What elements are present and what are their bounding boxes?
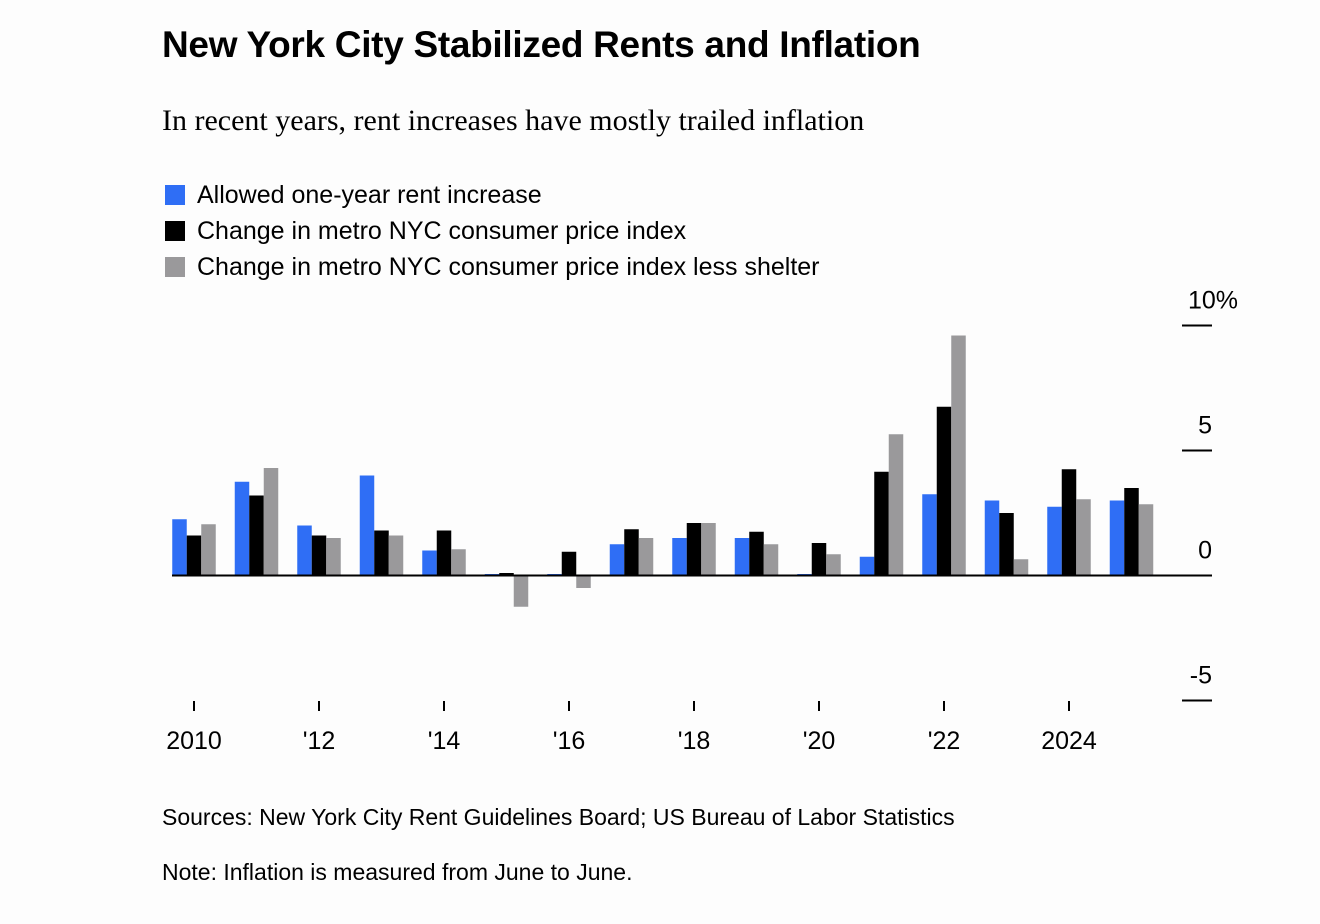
chart-subtitle: In recent years, rent increases have mos… <box>162 104 865 137</box>
legend: Allowed one-year rent increase Change in… <box>165 177 820 285</box>
sources-note: Sources: New York City Rent Guidelines B… <box>162 804 955 830</box>
x-tick-label: '20 <box>803 727 836 755</box>
bar-cpi-2017 <box>624 529 639 576</box>
x-tick-label: '14 <box>428 727 461 755</box>
bar-cpi-less-shelter-2021 <box>888 434 904 576</box>
y-tick-label: 5 <box>1198 412 1212 440</box>
bar-cpi-less-shelter-2018 <box>701 523 716 576</box>
bar-rent-2014 <box>422 550 437 576</box>
bar-cpi-less-shelter-2025 <box>1138 504 1154 576</box>
bar-cpi-less-shelter-2014 <box>451 549 466 576</box>
x-tick-label: 2010 <box>166 727 222 755</box>
bar-rent-2024 <box>1047 506 1062 576</box>
bar-cpi-2011 <box>249 495 264 576</box>
bar-rent-2022 <box>922 494 937 576</box>
x-tick-label: 2024 <box>1041 727 1097 755</box>
bar-cpi-2012 <box>311 535 327 576</box>
bar-cpi-less-shelter-2022 <box>951 335 966 576</box>
bar-rent-2021 <box>859 556 875 576</box>
x-axis: 2010 '12 '14 '16 '18 '20 '22 2024 <box>166 701 1097 755</box>
y-tick-label: 10% <box>1188 287 1238 315</box>
legend-label-cpi-less-shelter: Change in metro NYC consumer price index… <box>197 252 820 281</box>
bar-cpi-less-shelter-2010 <box>201 524 216 576</box>
inflation-note: Note: Inflation is measured from June to… <box>162 859 633 885</box>
legend-item-cpi-less-shelter: Change in metro NYC consumer price index… <box>165 249 820 285</box>
bar-cpi-2019 <box>749 531 764 576</box>
chart-title: New York City Stabilized Rents and Infla… <box>162 24 921 65</box>
bar-cpi-2014 <box>436 530 452 576</box>
bar-cpi-2016 <box>561 551 577 576</box>
bar-cpi-less-shelter-2020 <box>826 554 841 576</box>
bar-cpi-2021 <box>874 471 889 576</box>
legend-item-cpi: Change in metro NYC consumer price index <box>165 213 820 249</box>
bar-rent-2018 <box>672 538 687 576</box>
bar-cpi-2018 <box>686 523 702 576</box>
bar-cpi-2020 <box>811 543 827 576</box>
y-axis: 10% 5 0 -5 <box>1182 287 1238 702</box>
legend-swatch-cpi <box>165 221 185 241</box>
bar-cpi-less-shelter-2017 <box>638 538 654 576</box>
x-tick-label: '22 <box>928 727 961 755</box>
legend-swatch-rent <box>165 185 185 205</box>
bar-cpi-less-shelter-2011 <box>263 468 279 576</box>
bar-cpi-2025 <box>1124 488 1139 576</box>
bar-cpi-less-shelter-2019 <box>763 544 779 576</box>
x-tick-label: '18 <box>678 727 711 755</box>
bar-cpi-2024 <box>1061 469 1077 576</box>
bar-rent-2025 <box>1109 500 1125 576</box>
bar-cpi-2013 <box>374 530 389 576</box>
x-tick-label: '12 <box>303 727 336 755</box>
bars-layer <box>172 335 1212 607</box>
bar-cpi-2022 <box>936 406 952 576</box>
bar-cpi-less-shelter-2013 <box>388 535 404 576</box>
bar-rent-2010 <box>172 519 187 576</box>
x-tick-label: '16 <box>553 727 586 755</box>
legend-swatch-cpi-less-shelter <box>165 257 185 277</box>
bar-cpi-less-shelter-2024 <box>1076 499 1091 576</box>
bar-cpi-less-shelter-2015 <box>513 575 529 607</box>
bar-rent-2012 <box>297 525 312 576</box>
bar-cpi-2010 <box>186 535 202 576</box>
bar-cpi-less-shelter-2012 <box>326 538 341 576</box>
bar-rent-2019 <box>734 538 750 576</box>
bar-cpi-less-shelter-2016 <box>576 575 591 588</box>
bar-rent-2013 <box>359 475 375 576</box>
bar-rent-2017 <box>609 544 625 576</box>
y-tick-label: -5 <box>1190 662 1212 690</box>
bar-rent-2011 <box>234 481 250 576</box>
legend-item-rent: Allowed one-year rent increase <box>165 177 820 213</box>
legend-label-cpi: Change in metro NYC consumer price index <box>197 216 687 245</box>
legend-label-rent: Allowed one-year rent increase <box>197 180 542 209</box>
bar-cpi-2015 <box>499 573 514 576</box>
y-tick-label: 0 <box>1198 537 1212 565</box>
bar-cpi-2023 <box>999 513 1014 576</box>
bar-rent-2023 <box>984 500 1000 576</box>
bar-cpi-less-shelter-2023 <box>1013 559 1029 576</box>
